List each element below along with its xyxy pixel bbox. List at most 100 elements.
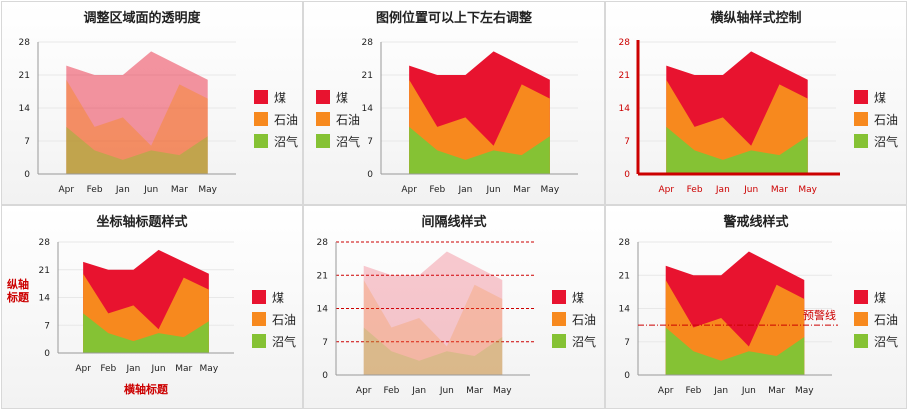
y-tick-label: 7 — [44, 321, 50, 331]
x-tick-label: Apr — [75, 364, 91, 374]
legend-swatch-coal[interactable] — [552, 290, 566, 304]
x-tick-label: Apr — [401, 185, 417, 195]
y-tick-label: 21 — [39, 266, 50, 276]
chart-title: 调整区域面的透明度 — [83, 10, 201, 26]
y-tick-label: 21 — [362, 71, 373, 81]
warning-line-label: 预警线 — [803, 308, 836, 322]
y-tick-label: 0 — [367, 170, 373, 180]
legend-swatch-coal[interactable] — [316, 90, 330, 104]
legend-label-coal[interactable]: 煤 — [874, 91, 886, 105]
legend-label-oil[interactable]: 石油 — [274, 113, 298, 127]
legend-label-gas[interactable]: 沼气 — [274, 134, 298, 149]
y-tick-label: 0 — [44, 349, 50, 359]
x-tick-label: Apr — [58, 185, 74, 195]
x-tick-label: Feb — [383, 386, 399, 396]
legend-swatch-coal[interactable] — [854, 90, 868, 104]
chart-panel-axis-style: 横纵轴样式控制 0 7 14 21 28 Apr Feb Jan Jun Mar May 煤石油 沼气 — [605, 1, 907, 205]
legend-label-coal[interactable]: 煤 — [274, 91, 286, 105]
chart-title: 坐标轴标题样式 — [96, 214, 187, 230]
y-axis-title: 纵轴标题 — [6, 277, 30, 304]
y-tick-label: 0 — [322, 371, 328, 381]
chart-panel-area-transparency: 调整区域面的透明度 0 7 14 21 28 Apr Feb Jan Jun Mar May 煤石油 沼气 — [1, 1, 303, 205]
chart-panel-legend-position: 图例位置可以上下左右调整 0 7 14 21 28 Apr Feb Jan Jun Mar May 煤石… — [303, 1, 605, 205]
legend-swatch-oil[interactable] — [252, 312, 266, 326]
legend-label-gas[interactable]: 沼气 — [572, 334, 596, 349]
y-tick-label: 28 — [317, 238, 329, 248]
chart-panel-axis-title-style: 坐标轴标题样式 0 7 14 21 28 Apr Feb Jan Jun Mar May 横轴标题 纵轴标… — [1, 205, 303, 409]
legend-swatch-oil[interactable] — [854, 312, 868, 326]
area-series-gas — [409, 126, 550, 174]
x-tick-label: May — [541, 185, 560, 195]
y-tick-label: 14 — [619, 104, 631, 114]
x-tick-label: Jan — [411, 386, 426, 396]
y-tick-label: 14 — [362, 104, 374, 114]
panel-background — [2, 2, 302, 204]
y-tick-label: 21 — [619, 71, 630, 81]
y-tick-label: 21 — [19, 71, 30, 81]
legend-label-gas[interactable]: 沼气 — [336, 134, 360, 149]
legend-swatch-gas[interactable] — [854, 334, 868, 348]
legend-label-coal[interactable]: 煤 — [874, 291, 886, 305]
y-tick-label: 28 — [619, 238, 631, 248]
x-tick-label: Jan — [457, 185, 472, 195]
area-series-gas — [665, 327, 805, 375]
legend-label-oil[interactable]: 石油 — [336, 113, 360, 127]
legend-label-oil[interactable]: 石油 — [874, 313, 898, 327]
legend-label-oil[interactable]: 石油 — [572, 313, 596, 327]
x-tick-label: Feb — [429, 185, 445, 195]
y-tick-label: 0 — [24, 170, 30, 180]
x-axis-title: 横轴标题 — [124, 382, 169, 396]
y-tick-label: 14 — [619, 305, 631, 315]
legend-swatch-oil[interactable] — [254, 112, 268, 126]
x-tick-label: May — [795, 386, 814, 396]
legend-label-coal[interactable]: 煤 — [572, 291, 584, 305]
area-series-oil — [363, 280, 503, 375]
y-tick-label: 28 — [19, 38, 31, 48]
legend-label-coal[interactable]: 煤 — [336, 91, 348, 105]
y-tick-label: 7 — [624, 137, 630, 147]
x-tick-label: Jun — [151, 364, 166, 374]
x-tick-label: Jun — [741, 386, 756, 396]
legend-swatch-gas[interactable] — [854, 134, 868, 148]
area-series-gas — [363, 327, 503, 375]
area-series-oil — [83, 273, 209, 353]
y-tick-label: 7 — [367, 137, 373, 147]
legend-label-coal[interactable]: 煤 — [272, 291, 284, 305]
y-tick-label: 28 — [362, 38, 374, 48]
legend-swatch-coal[interactable] — [254, 90, 268, 104]
area-series-oil — [666, 79, 808, 174]
x-tick-label: Jan — [125, 364, 140, 374]
legend-swatch-oil[interactable] — [854, 112, 868, 126]
x-tick-label: Apr — [356, 386, 372, 396]
legend-label-gas[interactable]: 沼气 — [272, 334, 296, 349]
y-tick-label: 7 — [624, 338, 630, 348]
legend-label-oil[interactable]: 石油 — [272, 313, 296, 327]
chart-title: 警戒线样式 — [723, 214, 788, 230]
legend-label-gas[interactable]: 沼气 — [874, 134, 898, 149]
legend-swatch-gas[interactable] — [316, 134, 330, 148]
legend-swatch-gas[interactable] — [552, 334, 566, 348]
panel-background — [304, 206, 604, 408]
legend-swatch-oil[interactable] — [552, 312, 566, 326]
legend-swatch-gas[interactable] — [252, 334, 266, 348]
legend-swatch-coal[interactable] — [854, 290, 868, 304]
legend-swatch-coal[interactable] — [252, 290, 266, 304]
legend-swatch-gas[interactable] — [254, 134, 268, 148]
x-tick-label: Mar — [768, 386, 785, 396]
area-chart: 坐标轴标题样式 0 7 14 21 28 Apr Feb Jan Jun Mar May 横轴标题 纵轴标… — [2, 206, 302, 408]
x-tick-label: Mar — [771, 185, 788, 195]
x-tick-label: Feb — [100, 364, 116, 374]
x-tick-label: Jun — [743, 185, 758, 195]
y-tick-label: 21 — [619, 271, 630, 281]
x-tick-label: Apr — [658, 386, 674, 396]
chart-title: 间隔线样式 — [421, 214, 486, 230]
area-series-coal — [66, 51, 208, 174]
legend-label-gas[interactable]: 沼气 — [874, 334, 898, 349]
legend-swatch-oil[interactable] — [316, 112, 330, 126]
x-tick-label: Feb — [685, 386, 701, 396]
area-chart: 图例位置可以上下左右调整 0 7 14 21 28 Apr Feb Jan Jun Mar May 煤石… — [304, 2, 604, 204]
legend-label-oil[interactable]: 石油 — [874, 113, 898, 127]
